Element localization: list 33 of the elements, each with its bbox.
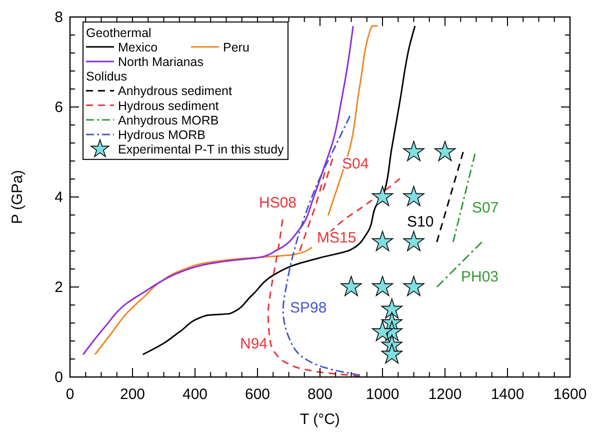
x-tick-label: 1200 (428, 386, 462, 403)
x-tick-label: 0 (66, 386, 74, 403)
y-tick-label: 8 (54, 9, 63, 26)
y-tick-label: 4 (54, 189, 63, 206)
annotation: S10 (407, 214, 434, 230)
annotation: MS15 (317, 230, 356, 246)
y-tick-label: 0 (54, 369, 63, 386)
legend-label: Anhydrous MORB (118, 113, 219, 128)
legend-label: Anhydrous sediment (118, 84, 232, 98)
legend-label: North Marianas (118, 55, 204, 69)
x-tick-label: 200 (120, 386, 146, 403)
x-tick-label: 1600 (553, 386, 587, 403)
annotation: PH03 (461, 268, 499, 286)
legend-label: Hydrous MORB (118, 128, 206, 142)
legend-label: Hydrous sediment (118, 98, 220, 113)
x-tick-label: 1000 (366, 386, 400, 403)
legend-title: Geothermal (86, 26, 152, 40)
x-tick-label: 400 (182, 386, 208, 403)
x-axis-title: T (°C) (300, 411, 340, 428)
y-axis-title: P (GPa) (9, 170, 26, 224)
annotation: N94 (240, 336, 268, 352)
legend-label: Peru (223, 40, 250, 54)
annotation: S07 (472, 200, 499, 216)
annotation: Solidus (86, 70, 127, 84)
legend-label: Experimental P-T in this study (118, 142, 285, 157)
x-tick-label: 800 (307, 386, 333, 403)
legend-label: Mexico (118, 40, 158, 54)
x-tick-label: 1400 (490, 386, 524, 403)
y-tick-label: 2 (54, 279, 63, 296)
x-tick-label: 600 (244, 386, 270, 403)
y-tick-label: 6 (54, 99, 63, 116)
annotation: SP98 (290, 300, 327, 316)
annotation: HS08 (259, 194, 297, 212)
